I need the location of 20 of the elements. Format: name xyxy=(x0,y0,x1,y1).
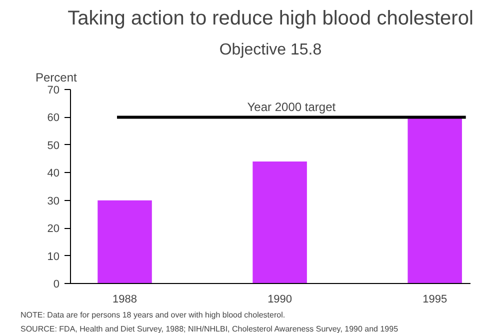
x-tick-label: 1995 xyxy=(422,294,448,306)
y-tick-label: 0 xyxy=(53,278,60,290)
chart-title: Taking action to reduce high blood cholesterol xyxy=(68,8,474,30)
text: NOTE: Data are for persons 18 years and over with high blood cholesterol. xyxy=(20,310,286,320)
y-tick-label: 70 xyxy=(47,84,60,96)
bar xyxy=(98,200,152,284)
y-axis-title: Percent xyxy=(36,70,78,84)
y-tick-label: 50 xyxy=(47,140,60,152)
source-note: SOURCE: FDA, Health and Diet Survey, 1988; NIH/NHLBI, Cholesterol Awareness Survey, 1990 and 1995 xyxy=(20,324,399,333)
bar xyxy=(408,117,462,284)
x-tick-label: 1988 xyxy=(112,294,138,306)
bar xyxy=(252,162,307,284)
y-tick-label: 10 xyxy=(47,250,60,263)
y-tick-label: 40 xyxy=(47,168,60,180)
chart-subtitle: Objective 15.8 xyxy=(219,42,322,58)
ref-line-label: Year 2000 target xyxy=(247,100,336,114)
y-tick-label: 30 xyxy=(47,195,60,208)
y-tick-label: 60 xyxy=(47,112,60,124)
x-tick-label: 1990 xyxy=(268,294,292,306)
y-tick-label: 20 xyxy=(47,223,60,236)
